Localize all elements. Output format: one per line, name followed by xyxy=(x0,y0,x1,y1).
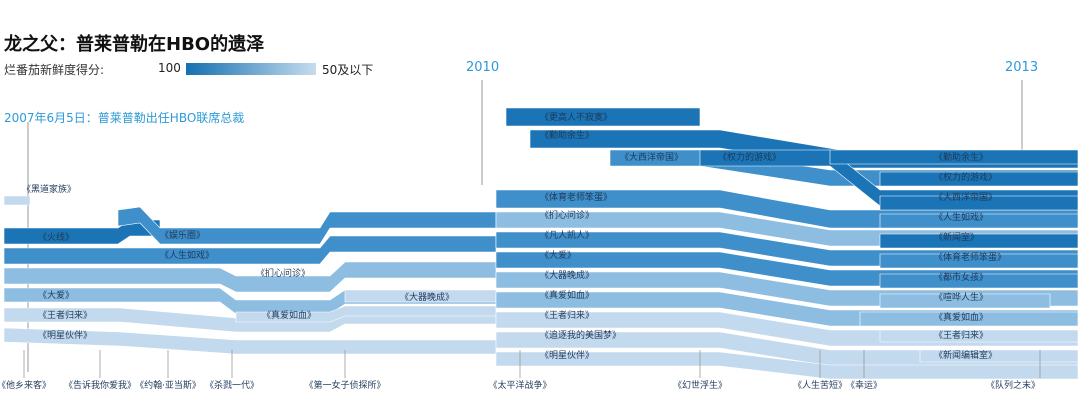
show-label: 《大器晚成》 xyxy=(540,269,594,281)
show-label: 《明星伙伴》 xyxy=(540,349,594,361)
show-label: 《大西洋帝国》 xyxy=(620,151,683,163)
show-label: 《王者归来》 xyxy=(38,309,92,321)
show-label: 《扪心问诊》 xyxy=(256,267,310,279)
show-label: 《人生如戏》 xyxy=(934,211,988,223)
ended-show-label: 《约翰·亚当斯》 xyxy=(135,379,201,391)
chart-title: 龙之父：普莱普勒在HBO的遗泽 xyxy=(4,34,265,55)
show-label: 《真爱如血》 xyxy=(934,311,988,323)
show-band xyxy=(879,195,1079,211)
ended-show-label: 《幻世浮生》 xyxy=(673,379,727,391)
show-label: 《凡人凯人》 xyxy=(540,229,594,241)
show-band xyxy=(879,171,1079,187)
show-band xyxy=(495,351,1079,380)
show-label: 《权力的游戏》 xyxy=(934,171,997,183)
show-label: 《体育老师笨蛋》 xyxy=(540,191,612,203)
show-band xyxy=(879,293,1051,309)
show-label: 《真爱如血》 xyxy=(540,289,594,301)
show-label: 《权力的游戏》 xyxy=(718,151,781,163)
show-band xyxy=(879,213,1079,229)
ended-show-label: 《人生苦短》 xyxy=(793,379,847,391)
legend-high-label: 100 xyxy=(158,61,181,75)
show-label: 《新闻室》 xyxy=(934,231,979,243)
show-band xyxy=(879,253,1079,269)
show-label: 《大西洋帝国》 xyxy=(934,191,997,203)
show-band xyxy=(505,107,701,127)
ended-show-label: 《告诉我你爱我》 xyxy=(64,379,136,391)
ended-show-label: 《太平洋战争》 xyxy=(488,379,551,391)
show-label: 《大器晚成》 xyxy=(400,291,454,303)
show-band xyxy=(879,273,1079,289)
show-label: 《明星伙伴》 xyxy=(38,329,92,341)
show-label: 《追逐我的美国梦》 xyxy=(540,329,621,341)
show-band xyxy=(829,149,1079,165)
ended-show-label: 《队列之末》 xyxy=(986,379,1040,391)
show-label: 《王者归来》 xyxy=(540,309,594,321)
show-label: 《新闻编辑室》 xyxy=(934,349,997,361)
show-band xyxy=(919,349,1079,363)
show-label: 《大爱》 xyxy=(540,249,576,261)
show-label: 《火线》 xyxy=(38,231,74,243)
show-label: 《大爱》 xyxy=(38,289,74,301)
show-label: 《真爱如血》 xyxy=(262,309,316,321)
show-label: 《娱乐圈》 xyxy=(160,229,205,241)
show-band xyxy=(879,329,1079,343)
show-label: 《都市女孩》 xyxy=(934,271,988,283)
legend-low-label: 50及以下 xyxy=(322,63,374,77)
show-label: 《扪心问诊》 xyxy=(540,209,594,221)
show-label: 《喧哗人生》 xyxy=(934,291,988,303)
ended-show-label: 《他乡来客》 xyxy=(0,379,51,391)
show-band xyxy=(859,311,1079,327)
show-label: 《体育老师笨蛋》 xyxy=(934,251,1006,263)
show-label: 《人生如戏》 xyxy=(160,249,214,261)
year-label-2013: 2013 xyxy=(1005,60,1039,75)
show-label: 《王者归来》 xyxy=(934,329,988,341)
ended-show-label: 《幸运》 xyxy=(846,380,882,391)
show-band xyxy=(3,261,497,293)
show-label: 《更高人不寂寞》 xyxy=(540,111,612,123)
show-label: 《勤助余生》 xyxy=(934,151,988,163)
annotation-2007: 2007年6月5日：普莱普勒出任HBO联席总裁 xyxy=(4,111,245,125)
show-band xyxy=(3,195,31,206)
show-label: 《勤助余生》 xyxy=(540,129,594,141)
legend-label: 烂番茄新鲜度得分: xyxy=(4,63,105,77)
legend-gradient-bar xyxy=(186,63,316,75)
ended-show-label: 《杀戮一代》 xyxy=(205,379,259,391)
year-label-2010: 2010 xyxy=(466,60,500,75)
show-band xyxy=(879,233,1079,249)
show-label: 《黑道家族》 xyxy=(22,183,76,195)
ended-show-label: 《第一女子侦探所》 xyxy=(304,379,385,391)
